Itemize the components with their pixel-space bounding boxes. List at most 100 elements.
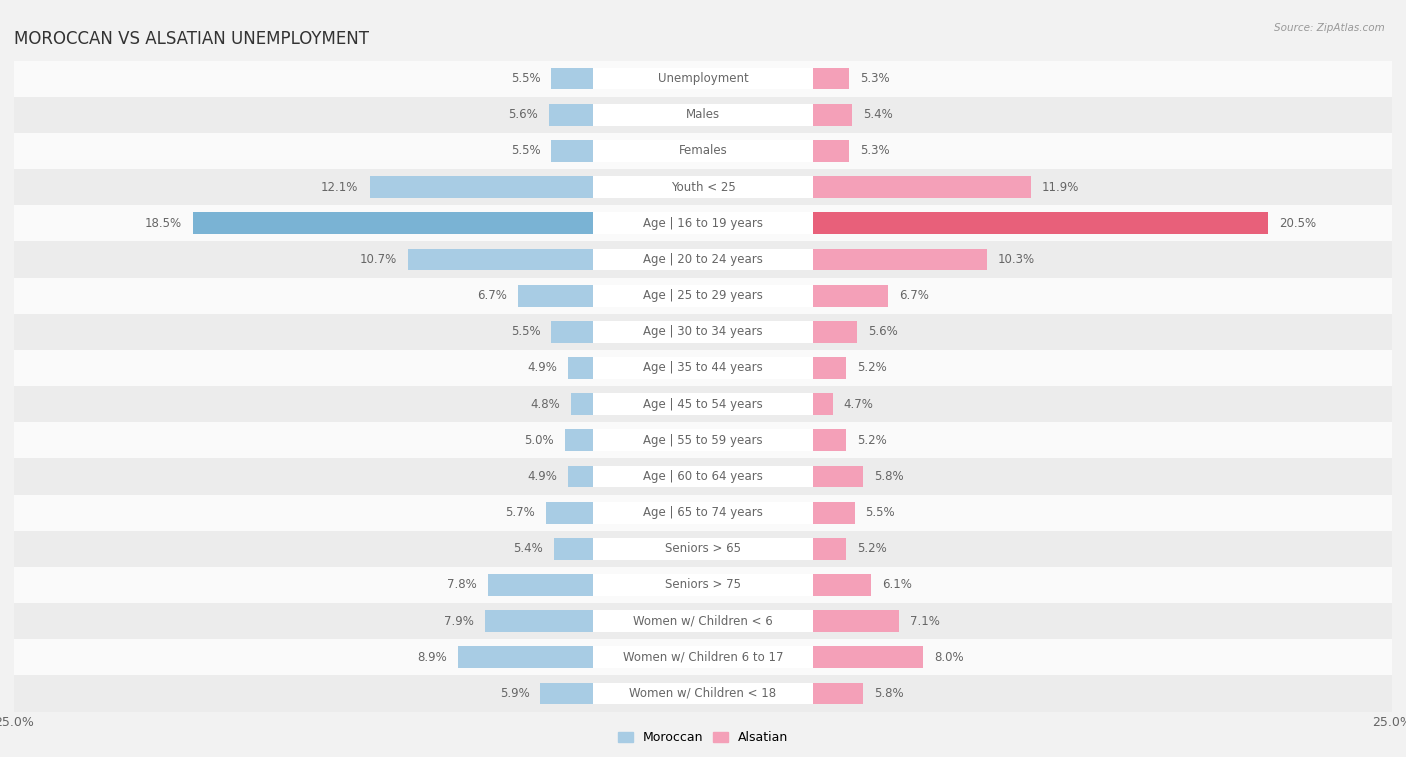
Text: 5.5%: 5.5% (510, 72, 540, 85)
Text: 5.8%: 5.8% (875, 470, 904, 483)
Bar (14, 386, 1392, 422)
Bar (593, 285, 813, 307)
Bar (593, 394, 813, 415)
Text: 5.7%: 5.7% (505, 506, 534, 519)
Bar (703, 68, 849, 89)
Bar (703, 104, 852, 126)
Bar (14, 169, 1392, 205)
Text: Unemployment: Unemployment (658, 72, 748, 85)
Bar (14, 639, 1392, 675)
Bar (703, 574, 872, 596)
Bar (14, 675, 1392, 712)
Bar (193, 213, 703, 234)
Bar (551, 68, 703, 89)
Text: 5.8%: 5.8% (875, 687, 904, 700)
Text: 4.8%: 4.8% (530, 397, 560, 410)
Legend: Moroccan, Alsatian: Moroccan, Alsatian (617, 731, 789, 744)
Bar (551, 321, 703, 343)
Text: 5.2%: 5.2% (858, 362, 887, 375)
Text: 5.5%: 5.5% (866, 506, 896, 519)
Bar (408, 248, 703, 270)
Bar (14, 205, 1392, 241)
Text: 20.5%: 20.5% (1279, 217, 1316, 230)
Bar (593, 646, 813, 668)
Bar (593, 610, 813, 632)
Text: 5.4%: 5.4% (513, 542, 543, 556)
Bar (703, 140, 849, 162)
Bar (458, 646, 703, 668)
Bar (14, 603, 1392, 639)
Bar (14, 133, 1392, 169)
Text: Seniors > 65: Seniors > 65 (665, 542, 741, 556)
Bar (14, 241, 1392, 278)
Text: 5.9%: 5.9% (499, 687, 530, 700)
Bar (540, 683, 703, 704)
Text: 5.2%: 5.2% (858, 542, 887, 556)
Bar (593, 357, 813, 378)
Bar (593, 176, 813, 198)
Bar (593, 321, 813, 343)
Bar (565, 429, 703, 451)
Text: 7.1%: 7.1% (910, 615, 939, 628)
Text: 5.5%: 5.5% (510, 326, 540, 338)
Bar (548, 104, 703, 126)
Bar (593, 466, 813, 488)
Bar (14, 531, 1392, 567)
Bar (703, 285, 887, 307)
Text: Males: Males (686, 108, 720, 121)
Text: 18.5%: 18.5% (145, 217, 183, 230)
Text: 10.3%: 10.3% (998, 253, 1035, 266)
Text: 5.6%: 5.6% (869, 326, 898, 338)
Text: 5.6%: 5.6% (508, 108, 537, 121)
Bar (14, 494, 1392, 531)
Text: 4.7%: 4.7% (844, 397, 873, 410)
Bar (519, 285, 703, 307)
Bar (593, 104, 813, 126)
Text: Females: Females (679, 145, 727, 157)
Text: 7.9%: 7.9% (444, 615, 474, 628)
Bar (703, 502, 855, 524)
Text: 4.9%: 4.9% (527, 362, 557, 375)
Text: Source: ZipAtlas.com: Source: ZipAtlas.com (1274, 23, 1385, 33)
Bar (14, 422, 1392, 459)
Text: Age | 20 to 24 years: Age | 20 to 24 years (643, 253, 763, 266)
Text: 5.3%: 5.3% (860, 72, 890, 85)
Bar (593, 213, 813, 234)
Text: Age | 35 to 44 years: Age | 35 to 44 years (643, 362, 763, 375)
Bar (703, 248, 987, 270)
Text: 8.0%: 8.0% (935, 651, 965, 664)
Text: Age | 60 to 64 years: Age | 60 to 64 years (643, 470, 763, 483)
Text: 4.9%: 4.9% (527, 470, 557, 483)
Text: 7.8%: 7.8% (447, 578, 477, 591)
Text: 5.3%: 5.3% (860, 145, 890, 157)
Text: Age | 16 to 19 years: Age | 16 to 19 years (643, 217, 763, 230)
Text: Seniors > 75: Seniors > 75 (665, 578, 741, 591)
Bar (14, 313, 1392, 350)
Bar (593, 502, 813, 524)
Text: Women w/ Children < 6: Women w/ Children < 6 (633, 615, 773, 628)
Text: 10.7%: 10.7% (360, 253, 396, 266)
Text: 5.2%: 5.2% (858, 434, 887, 447)
Bar (593, 574, 813, 596)
Bar (703, 466, 863, 488)
Bar (703, 357, 846, 378)
Bar (14, 459, 1392, 494)
Bar (703, 394, 832, 415)
Bar (485, 610, 703, 632)
Text: 6.7%: 6.7% (898, 289, 928, 302)
Text: 5.0%: 5.0% (524, 434, 554, 447)
Bar (14, 350, 1392, 386)
Text: Age | 30 to 34 years: Age | 30 to 34 years (643, 326, 763, 338)
Bar (703, 176, 1031, 198)
Bar (14, 567, 1392, 603)
Text: MOROCCAN VS ALSATIAN UNEMPLOYMENT: MOROCCAN VS ALSATIAN UNEMPLOYMENT (14, 30, 368, 48)
Bar (593, 140, 813, 162)
Bar (551, 140, 703, 162)
Text: 8.9%: 8.9% (418, 651, 447, 664)
Bar (703, 683, 863, 704)
Bar (703, 429, 846, 451)
Text: 5.5%: 5.5% (510, 145, 540, 157)
Bar (568, 357, 703, 378)
Bar (703, 321, 858, 343)
Text: Age | 55 to 59 years: Age | 55 to 59 years (643, 434, 763, 447)
